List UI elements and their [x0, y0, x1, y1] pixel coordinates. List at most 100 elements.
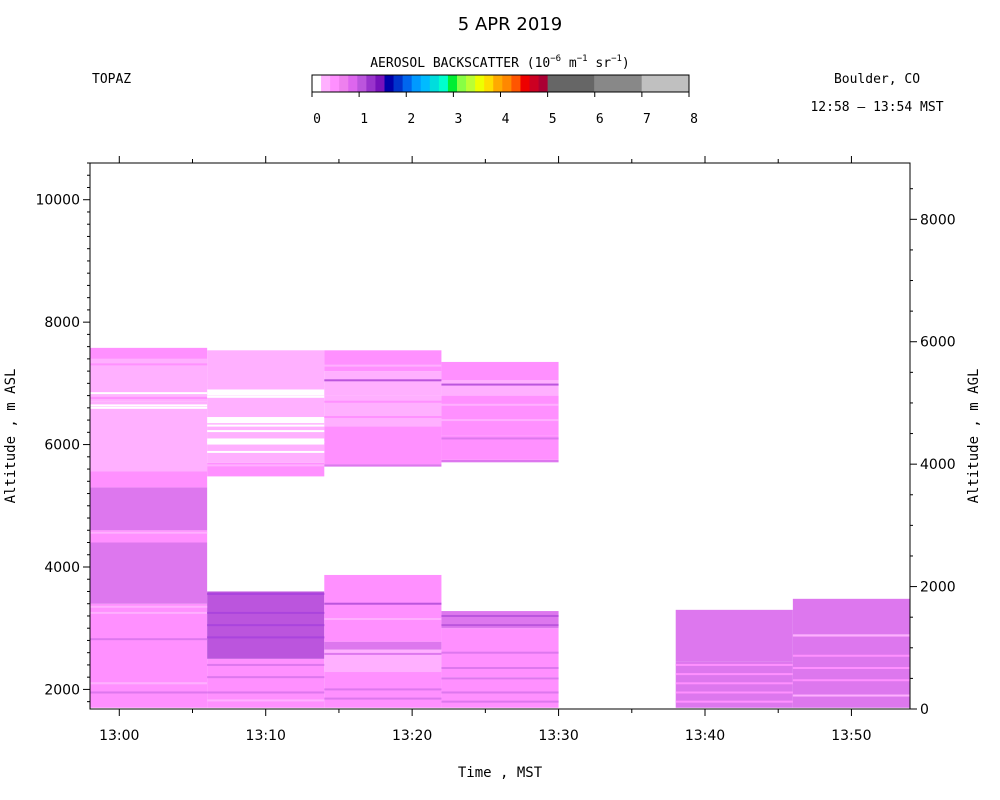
y-left-tick-label: 2000	[44, 682, 80, 698]
backscatter-streak	[324, 697, 442, 700]
backscatter-streak	[441, 419, 559, 422]
colorbar-swatch	[429, 75, 440, 92]
y-left-tick-label: 8000	[44, 315, 80, 331]
colorbar-swatch	[475, 75, 485, 92]
x-tick-label: 13:20	[392, 728, 432, 744]
colorbar-swatch	[484, 75, 494, 92]
colorbar-swatch	[330, 75, 340, 92]
colorbar-tick-label: 6	[596, 112, 604, 127]
y-right-tick-label: 8000	[920, 212, 956, 228]
backscatter-streak	[90, 682, 208, 685]
backscatter-cell	[90, 603, 208, 641]
axes: 13:00 13:10 13:20 13:30 13:40 13:50 2000 4000 60…	[35, 156, 956, 744]
colorbar-swatch	[366, 75, 376, 92]
backscatter-cell	[324, 350, 442, 372]
colorbar-exponent-1: −6	[550, 54, 561, 64]
backscatter-cell	[441, 395, 559, 436]
backscatter-streak	[90, 605, 208, 608]
backscatter-streak	[675, 691, 793, 694]
backscatter-streak	[441, 614, 559, 617]
colorbar-unit-m: m	[561, 56, 577, 71]
chart-title: 5 APR 2019	[458, 14, 562, 35]
backscatter-streak	[441, 624, 559, 627]
colorbar-swatch	[457, 75, 467, 92]
backscatter-streak	[792, 694, 910, 697]
backscatter-streak	[90, 406, 208, 409]
colorbar-swatch	[520, 75, 530, 92]
instrument-label: TOPAZ	[92, 72, 131, 87]
backscatter-cell	[324, 426, 442, 465]
backscatter-streak	[90, 397, 208, 400]
colorbar-swatch	[447, 75, 458, 92]
colorbar-swatch	[375, 75, 385, 92]
backscatter-streak	[90, 404, 208, 407]
y-right-tick-label: 4000	[920, 457, 956, 473]
backscatter-streak	[324, 364, 442, 367]
backscatter-streak	[207, 611, 325, 614]
location-label: Boulder, CO	[834, 72, 920, 87]
backscatter-streak	[441, 700, 559, 703]
backscatter-streak	[207, 691, 325, 694]
backscatter-streak	[90, 691, 208, 694]
backscatter-streak	[324, 670, 442, 673]
colorbar-tick-label: 7	[643, 112, 651, 127]
x-tick-label: 13:00	[99, 728, 139, 744]
backscatter-cell	[90, 682, 208, 708]
backscatter-streak	[675, 673, 793, 676]
backscatter-cell	[324, 464, 442, 467]
backscatter-streak	[90, 611, 208, 614]
colorbar-swatch	[594, 75, 642, 92]
y-right-tick-label: 2000	[920, 580, 956, 596]
backscatter-cell	[792, 634, 910, 708]
colorbar-swatch	[420, 75, 431, 92]
backscatter-streak	[207, 676, 325, 679]
backscatter-streak	[324, 416, 442, 419]
backscatter-cell	[441, 361, 559, 381]
colorbar-tick-label: 5	[549, 112, 557, 127]
colorbar-swatch	[339, 75, 349, 92]
backscatter-cell	[207, 350, 325, 390]
colorbar	[311, 74, 690, 93]
colorbar-tick-label: 0	[313, 112, 321, 127]
colorbar-unit-sr: sr	[588, 56, 612, 71]
backscatter-cell	[675, 609, 793, 662]
backscatter-cell	[441, 435, 559, 460]
backscatter-streak	[207, 424, 325, 427]
backscatter-cell	[441, 459, 559, 463]
backscatter-cell	[792, 598, 910, 635]
backscatter-streak	[792, 666, 910, 669]
backscatter-cell	[90, 487, 208, 531]
colorbar-swatch	[393, 75, 404, 92]
backscatter-streak	[441, 666, 559, 669]
backscatter-cell	[324, 371, 442, 396]
y-left-tick-label: 10000	[35, 193, 80, 209]
time-range-label: 12:58 – 13:54 MST	[810, 100, 943, 115]
backscatter-streak	[441, 437, 559, 440]
backscatter-streak	[441, 651, 559, 654]
colorbar-tick-label: 8	[690, 112, 698, 127]
colorbar-swatch	[502, 75, 512, 92]
colorbar-swatch	[641, 75, 689, 92]
y-left-tick-label: 4000	[44, 560, 80, 576]
backscatter-cell	[441, 380, 559, 396]
x-tick-label: 13:50	[831, 728, 871, 744]
backscatter-cell	[90, 407, 208, 472]
colorbar-tick-label: 1	[360, 112, 368, 127]
backscatter-streak	[324, 618, 442, 621]
backscatter-streak	[90, 363, 208, 366]
backscatter-streak	[324, 602, 442, 605]
backscatter-streak	[792, 679, 910, 682]
colorbar-close: )	[622, 56, 630, 71]
colorbar-ticks: 0 1 2 3 4 5 6 7 8	[311, 92, 698, 127]
backscatter-cell	[324, 574, 442, 604]
colorbar-swatch	[321, 75, 331, 92]
colorbar-swatch	[402, 75, 413, 92]
colorbar-swatch	[438, 75, 449, 92]
backscatter-streak	[441, 691, 559, 694]
backscatter-streak	[792, 654, 910, 657]
backscatter-cell	[675, 661, 793, 708]
colorbar-swatch	[538, 75, 549, 92]
plot-frame	[89, 162, 911, 710]
backscatter-streak	[675, 682, 793, 685]
y-axis-label-left: Altitude , m ASL	[3, 369, 19, 504]
